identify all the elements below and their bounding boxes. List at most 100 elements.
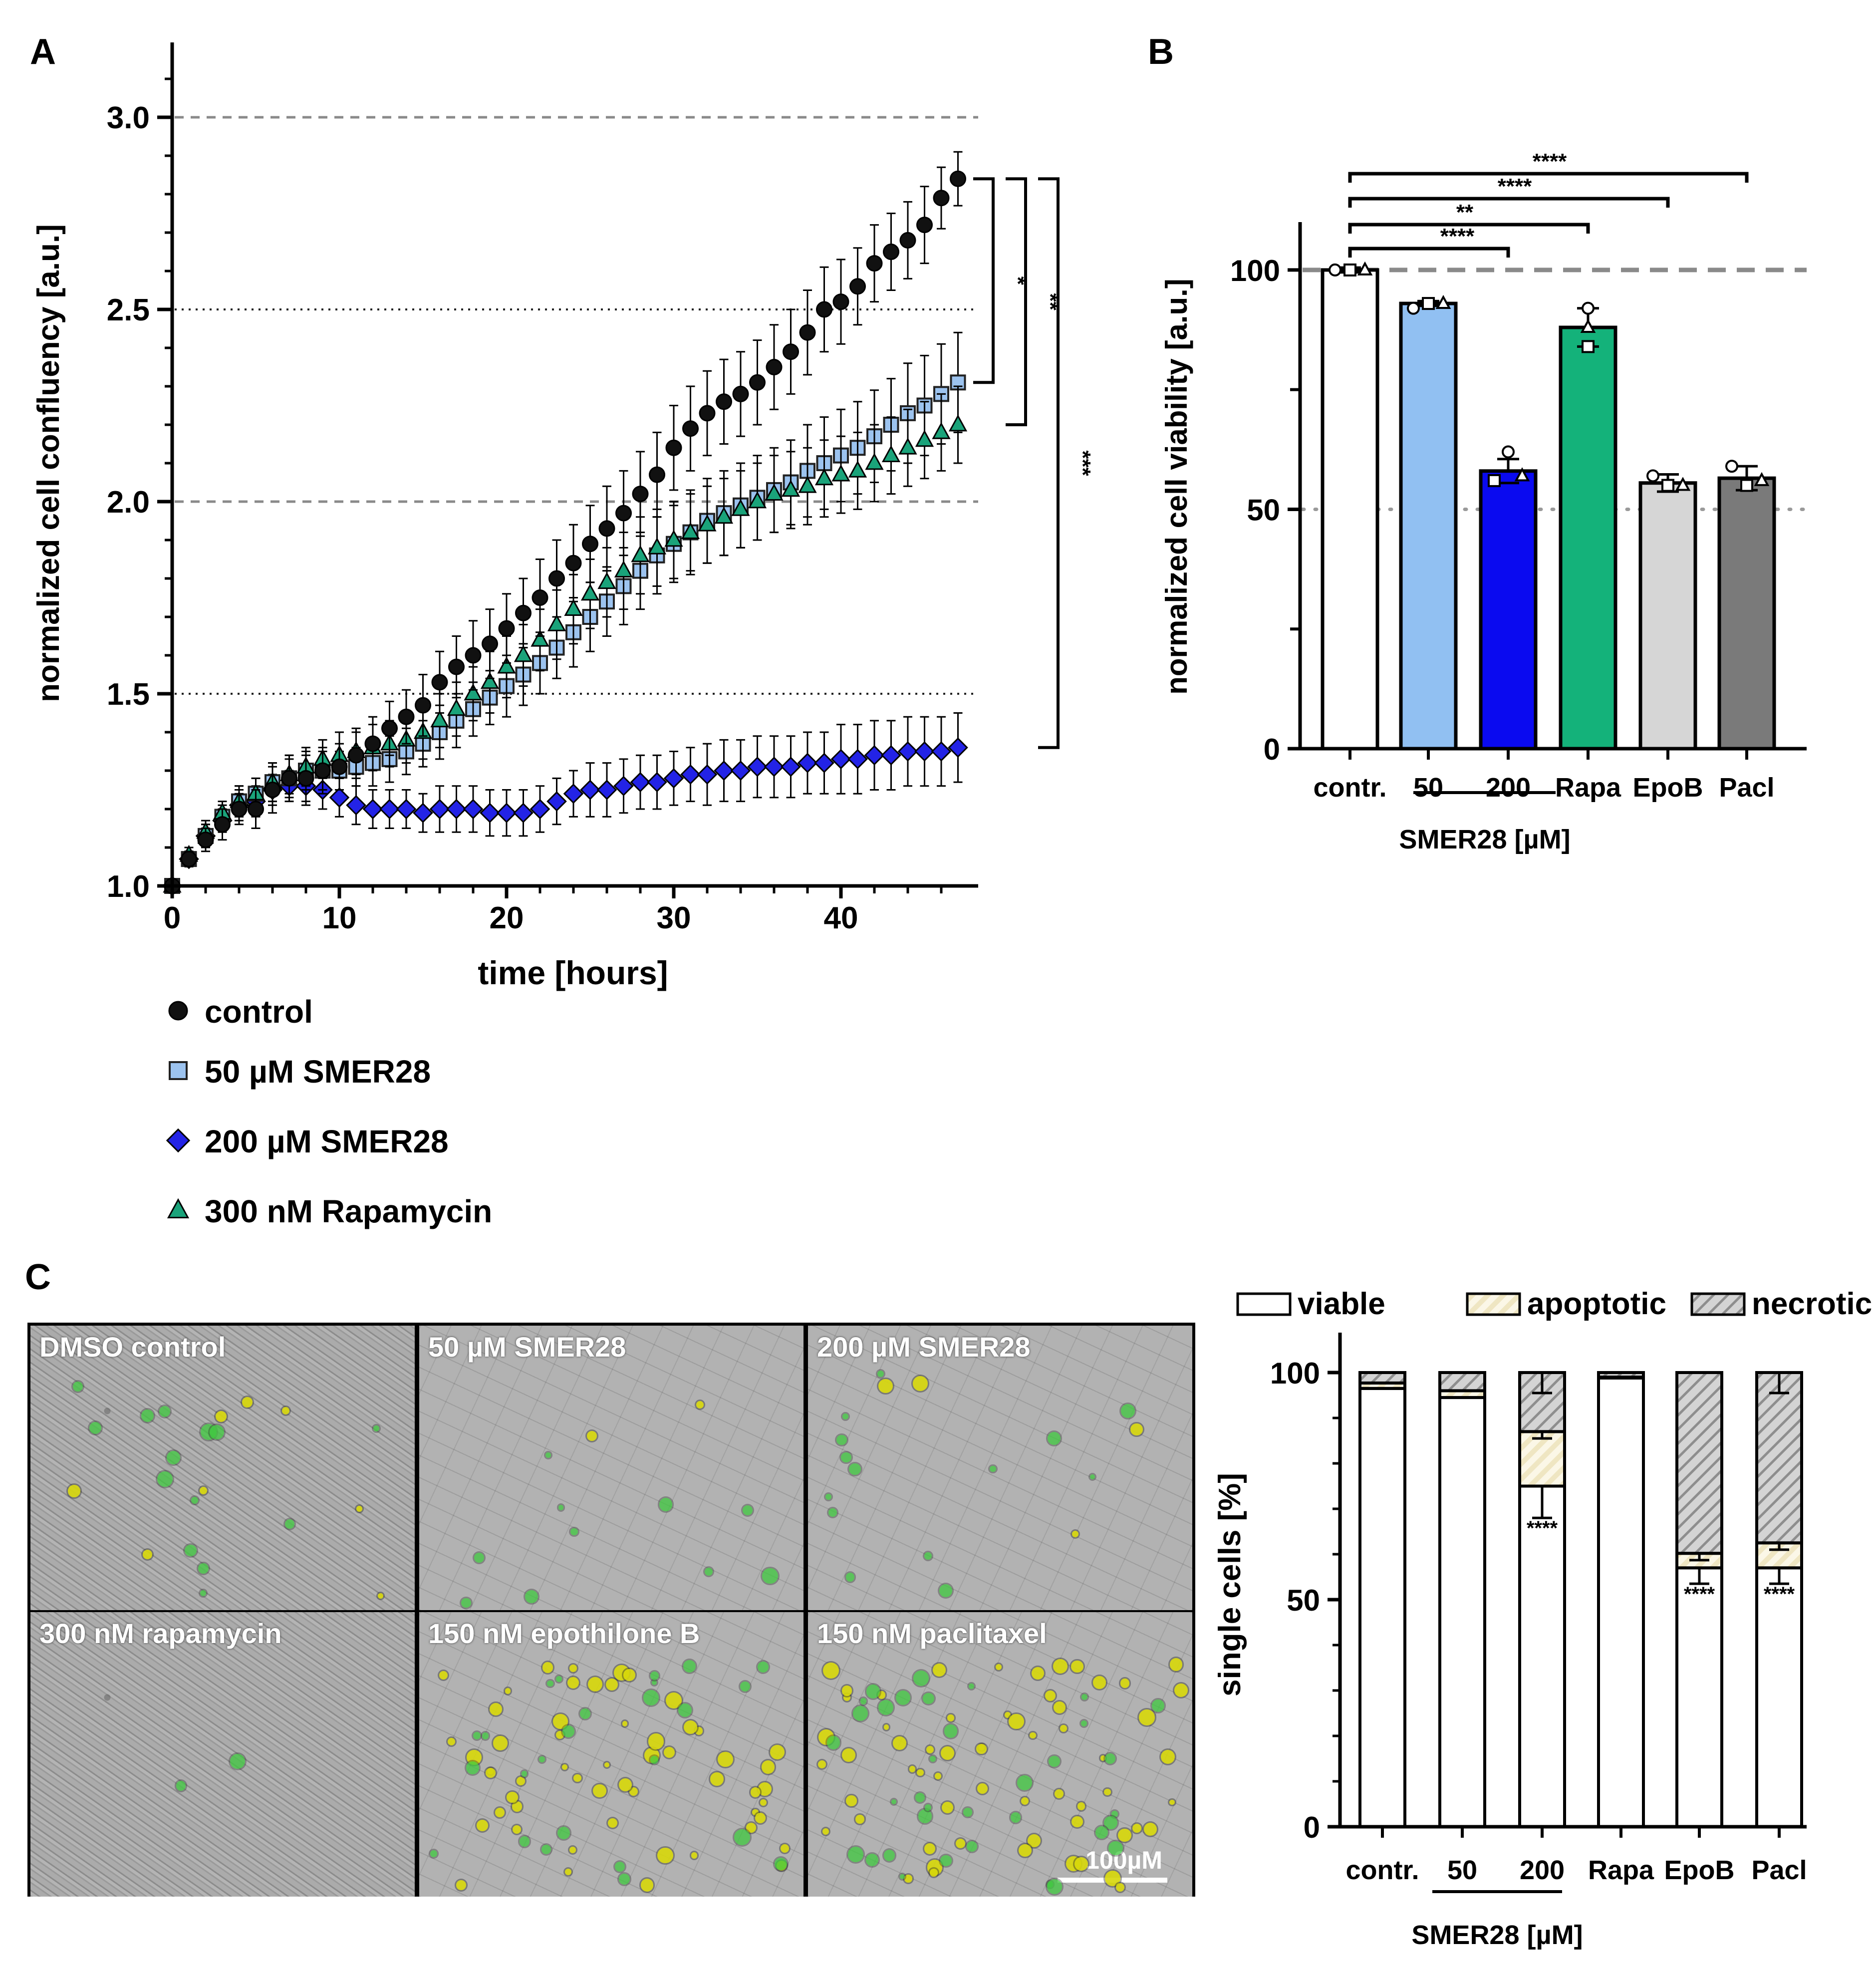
necrotic-cell	[683, 1660, 696, 1673]
necrotic-cell	[836, 1434, 847, 1445]
replicate-circle	[1329, 263, 1341, 277]
necrotic-cell	[555, 1676, 562, 1682]
data-point	[948, 414, 968, 432]
apoptotic-cell	[947, 1714, 954, 1721]
y-tick-label: 0	[1264, 733, 1280, 766]
apoptotic-cell	[640, 1878, 654, 1892]
y-tick-label: 50	[1247, 493, 1280, 527]
data-point	[781, 756, 801, 777]
necrotic-cell	[878, 1699, 893, 1715]
necrotic-cell	[877, 1371, 884, 1378]
data-point	[379, 799, 400, 820]
data-point	[647, 772, 667, 793]
apoptotic-cell	[573, 1774, 581, 1782]
necrotic-cell	[198, 1563, 209, 1574]
apoptotic-cell	[200, 1486, 208, 1495]
apoptotic-cell	[356, 1506, 362, 1512]
apoptotic-cell	[942, 1802, 954, 1813]
necrotic-cell	[929, 1755, 936, 1762]
apoptotic-cell	[485, 1768, 496, 1778]
data-point	[730, 760, 751, 781]
apoptotic-cell	[456, 1880, 466, 1891]
apoptotic-cell	[904, 1875, 912, 1883]
data-point	[764, 756, 785, 777]
apoptotic-cell	[842, 1748, 855, 1762]
y-tick-label: 0	[1304, 1811, 1320, 1844]
necrotic-cell	[847, 1846, 864, 1863]
necrotic-cell	[1049, 1755, 1060, 1767]
data-point	[865, 453, 884, 470]
significance-bracket	[973, 177, 995, 384]
data-point	[849, 278, 866, 295]
data-point	[681, 522, 700, 539]
necrotic-cell	[924, 1552, 932, 1560]
legend-marker	[167, 1198, 190, 1218]
legend-swatch	[1466, 1292, 1521, 1316]
necrotic-cell	[866, 1684, 880, 1698]
y-tick-label: 100	[1230, 254, 1280, 287]
data-point	[565, 555, 582, 571]
data-point	[664, 530, 683, 547]
legend: control 50 µM SMER28 200 µM SMER28 300 nM R…	[166, 994, 492, 1229]
apoptotic-cell	[1077, 1802, 1085, 1810]
replicate-triangle	[1514, 467, 1530, 482]
y-tick-label: 2.5	[107, 293, 150, 327]
data-point	[647, 537, 667, 555]
necrotic-cell	[774, 1858, 787, 1870]
necrotic-cell	[579, 1708, 590, 1719]
necrotic-cell	[619, 1873, 630, 1885]
necrotic-cell	[1081, 1693, 1087, 1700]
apoptotic-cell	[1009, 1714, 1024, 1729]
data-point	[448, 658, 465, 675]
legend-swatch	[1690, 1292, 1746, 1316]
significance-label: ***	[1071, 450, 1095, 476]
apoptotic-cell	[1104, 1788, 1111, 1796]
apoptotic-cell	[758, 1782, 772, 1796]
replicate-square	[1661, 479, 1674, 492]
micrograph-label: 200 µM SMER28	[817, 1331, 1031, 1363]
apoptotic-cell	[1053, 1659, 1068, 1674]
data-point	[531, 629, 549, 647]
significance-label: *	[1006, 277, 1030, 285]
data-point	[464, 683, 483, 701]
data-point	[197, 832, 214, 848]
panel-label-a: A	[30, 32, 56, 72]
data-point	[465, 647, 482, 664]
data-point	[680, 764, 701, 785]
data-point	[631, 545, 650, 562]
data-point	[482, 635, 498, 652]
data-point	[831, 464, 850, 482]
necrotic-cell	[743, 1505, 753, 1516]
necrotic-cell	[570, 1528, 578, 1536]
data-point	[950, 170, 966, 187]
data-point	[431, 674, 448, 691]
necrotic-cell	[159, 1405, 170, 1417]
data-point	[816, 301, 832, 318]
x-tick-label: 50	[1447, 1855, 1477, 1885]
apoptotic-cell	[587, 1431, 597, 1441]
significance-bracket	[1348, 223, 1590, 234]
group-label: SMER28 [µM]	[1411, 1920, 1583, 1950]
necrotic-cell	[896, 1690, 911, 1705]
micrograph-smer28-50: 50 µM SMER28	[419, 1326, 804, 1610]
data-point	[563, 783, 584, 804]
apoptotic-cell	[1120, 1679, 1130, 1688]
apoptotic-cell	[780, 1844, 790, 1853]
necrotic-cell	[521, 1771, 528, 1777]
apoptotic-cell	[683, 1720, 697, 1734]
data-point	[264, 782, 281, 798]
necrotic-cell	[562, 1725, 574, 1738]
data-point	[864, 745, 885, 766]
legend-label: 200 µM SMER28	[205, 1123, 449, 1159]
apoptotic-cell	[378, 1593, 384, 1599]
data-point	[933, 190, 950, 207]
necrotic-cell	[913, 1670, 929, 1686]
data-point	[847, 749, 868, 770]
apoptotic-cell	[507, 1791, 518, 1803]
legend-label: apoptotic	[1527, 1287, 1666, 1321]
data-point	[446, 799, 467, 820]
data-point	[897, 741, 918, 762]
significance-label: ****	[1440, 224, 1475, 249]
apoptotic-cell	[555, 1730, 564, 1739]
